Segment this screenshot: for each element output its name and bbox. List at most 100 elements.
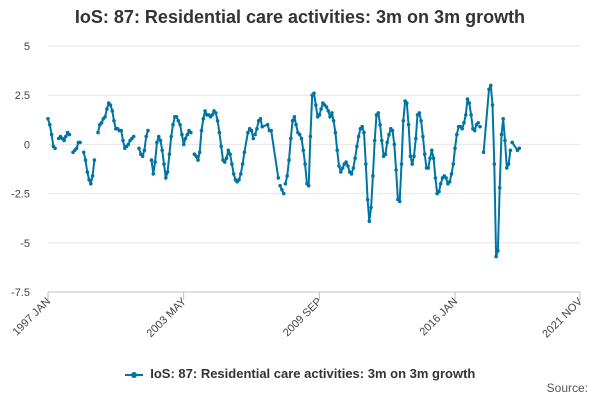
data-point[interactable] [371, 174, 375, 178]
data-point[interactable] [283, 182, 288, 186]
data-point[interactable] [392, 142, 397, 147]
data-point[interactable] [339, 170, 343, 174]
data-point[interactable] [494, 254, 498, 259]
data-point[interactable] [180, 132, 184, 137]
data-point[interactable] [126, 142, 131, 147]
data-point[interactable] [364, 162, 368, 166]
data-point[interactable] [308, 134, 313, 139]
data-point[interactable] [355, 144, 359, 149]
data-point[interactable] [278, 183, 282, 188]
data-point[interactable] [369, 205, 373, 210]
data-point[interactable] [301, 148, 306, 153]
data-point[interactable] [181, 142, 186, 147]
data-point[interactable] [183, 136, 188, 141]
data-point[interactable] [476, 121, 481, 125]
data-point[interactable] [185, 132, 190, 137]
data-point[interactable] [449, 172, 454, 176]
data-point[interactable] [337, 164, 341, 168]
data-point[interactable] [401, 119, 406, 123]
data-point[interactable] [158, 138, 163, 143]
data-point[interactable] [367, 219, 372, 223]
data-point[interactable] [265, 122, 270, 127]
data-point[interactable] [481, 150, 486, 155]
data-point[interactable] [297, 132, 302, 137]
data-point[interactable] [210, 113, 215, 117]
data-point[interactable] [431, 156, 436, 160]
data-point[interactable] [78, 140, 82, 145]
data-point[interactable] [292, 115, 297, 119]
data-point[interactable] [67, 132, 72, 137]
data-point[interactable] [89, 182, 93, 186]
data-point[interactable] [376, 111, 381, 115]
data-point[interactable] [276, 176, 281, 180]
data-point[interactable] [194, 154, 198, 158]
data-point[interactable] [344, 160, 348, 164]
data-point[interactable] [451, 162, 456, 166]
data-point[interactable] [217, 130, 222, 135]
data-point[interactable] [353, 156, 357, 160]
data-point[interactable] [356, 134, 361, 139]
data-point[interactable] [328, 115, 332, 119]
data-point[interactable] [351, 166, 356, 170]
data-point[interactable] [137, 146, 141, 151]
data-point[interactable] [508, 148, 513, 153]
data-point[interactable] [503, 138, 507, 143]
data-point[interactable] [460, 126, 465, 131]
data-point[interactable] [422, 152, 427, 156]
data-point[interactable] [285, 174, 290, 178]
data-point[interactable] [417, 111, 422, 115]
data-point[interactable] [303, 162, 307, 166]
data-point[interactable] [176, 119, 181, 123]
data-point[interactable] [165, 170, 170, 174]
data-point[interactable] [197, 150, 202, 155]
data-point[interactable] [74, 146, 79, 151]
data-point[interactable] [201, 117, 206, 121]
data-point[interactable] [140, 154, 145, 158]
data-point[interactable] [360, 124, 365, 129]
data-point[interactable] [258, 117, 263, 121]
data-point[interactable] [462, 121, 466, 125]
data-point[interactable] [510, 140, 514, 145]
data-point[interactable] [87, 178, 91, 182]
data-point[interactable] [410, 162, 415, 166]
data-point[interactable] [290, 119, 295, 123]
data-point[interactable] [171, 122, 175, 127]
data-point[interactable] [299, 136, 304, 141]
data-point[interactable] [294, 122, 298, 127]
data-point[interactable] [335, 148, 340, 153]
data-point[interactable] [378, 122, 382, 127]
data-point[interactable] [112, 119, 116, 123]
data-point[interactable] [162, 162, 166, 166]
data-point[interactable] [239, 172, 243, 176]
data-point[interactable] [505, 166, 509, 170]
data-point[interactable] [469, 113, 473, 117]
data-point[interactable] [219, 144, 223, 149]
data-point[interactable] [455, 132, 459, 137]
data-point[interactable] [149, 158, 154, 162]
data-point[interactable] [121, 138, 125, 143]
data-point[interactable] [478, 124, 482, 129]
data-point[interactable] [156, 134, 161, 139]
data-point[interactable] [340, 166, 345, 170]
data-point[interactable] [433, 176, 438, 180]
data-point[interactable] [160, 148, 164, 153]
data-point[interactable] [324, 105, 329, 109]
data-point[interactable] [421, 134, 425, 139]
data-point[interactable] [119, 128, 123, 133]
data-point[interactable] [497, 185, 502, 190]
data-point[interactable] [390, 128, 395, 133]
data-point[interactable] [85, 170, 90, 174]
data-point[interactable] [319, 107, 323, 111]
data-point[interactable] [196, 158, 200, 162]
data-point[interactable] [83, 158, 88, 162]
data-point[interactable] [430, 148, 434, 153]
data-point[interactable] [464, 113, 468, 117]
data-point[interactable] [314, 103, 318, 107]
data-point[interactable] [406, 122, 411, 127]
data-point[interactable] [46, 117, 50, 121]
data-point[interactable] [199, 128, 204, 133]
data-point[interactable] [81, 150, 86, 155]
data-point[interactable] [105, 107, 109, 111]
data-point[interactable] [372, 138, 377, 143]
data-point[interactable] [437, 189, 441, 194]
